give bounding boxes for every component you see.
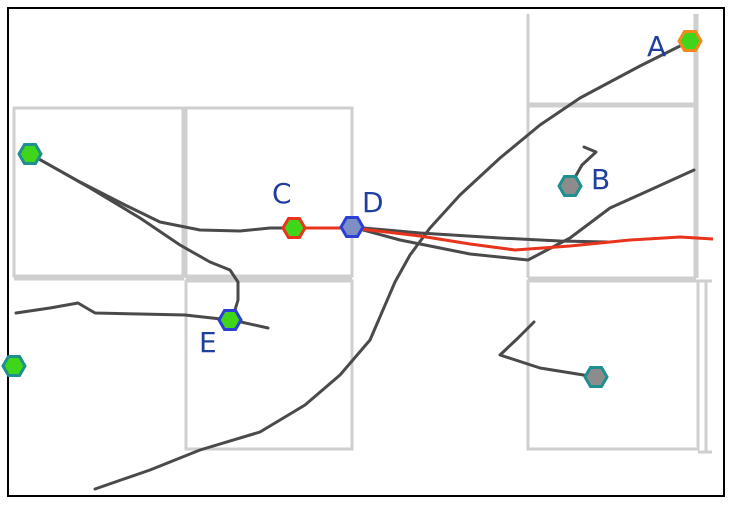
node-e-marker[interactable]: [217, 309, 243, 331]
node-d-marker[interactable]: [339, 216, 365, 238]
node-a-label: A: [647, 30, 666, 63]
node-b-marker[interactable]: [557, 175, 583, 197]
node-e-label: E: [199, 326, 217, 359]
track-lower-right: [498, 320, 598, 379]
node-h-marker[interactable]: [1, 355, 27, 377]
node-b-label: B: [591, 163, 610, 196]
highlight-route: [294, 226, 714, 252]
node-g-marker[interactable]: [583, 366, 609, 388]
nodes: A B C D E: [1, 30, 703, 388]
track-d-east: [350, 225, 609, 244]
track-lower-left: [14, 301, 232, 322]
node-a-marker[interactable]: [677, 30, 703, 52]
frame: [7, 7, 725, 497]
node-c-label: C: [272, 177, 292, 210]
node-d-label: D: [362, 186, 384, 219]
node-c-marker[interactable]: [281, 217, 307, 239]
grid-lines-thick: [181, 14, 699, 282]
node-f-marker[interactable]: [17, 143, 43, 165]
track-long-diagonal: [93, 39, 692, 491]
